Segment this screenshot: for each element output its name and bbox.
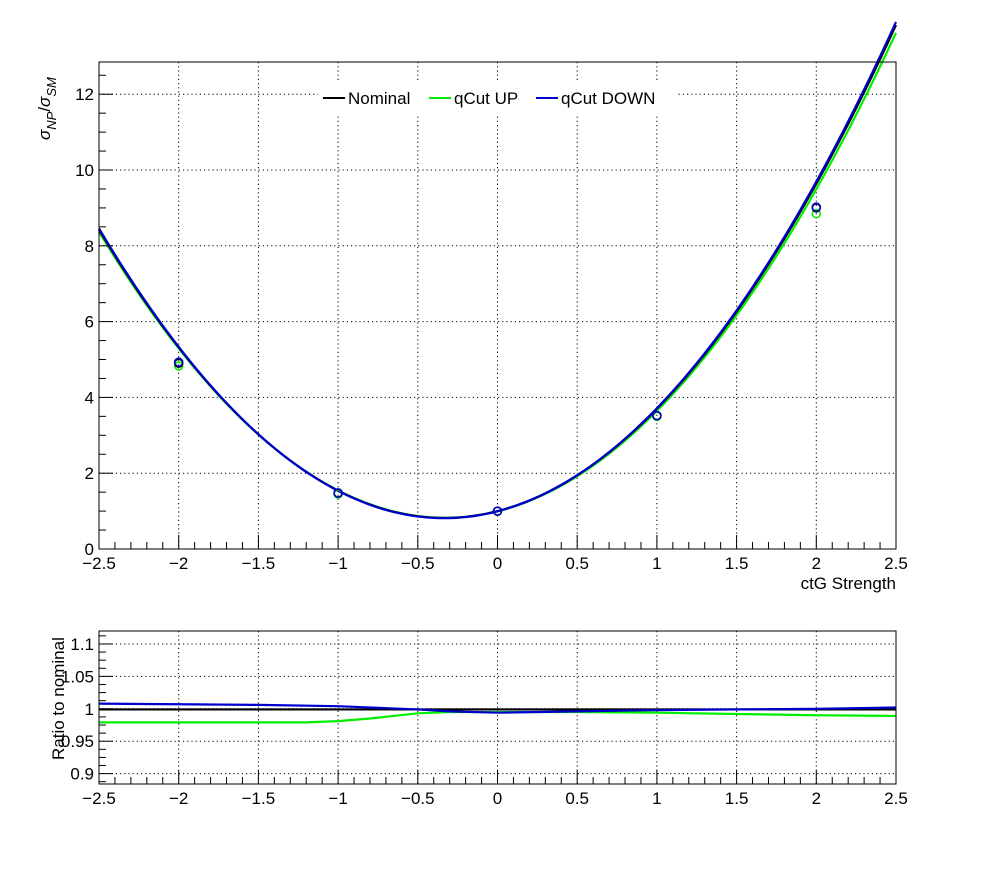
main-y-tick-label: 10	[75, 161, 94, 180]
ratio-x-tick-label: −1.5	[242, 789, 276, 808]
ratio-series	[98, 702, 897, 724]
main-panel: −2.5 −2 −1.5 −1 −0.5 0 0.5 1 1.5 2 2.5 0 2 4 6 8 10 12 ct…	[35, 21, 908, 593]
ratio-x-tick-label: 2	[812, 789, 821, 808]
main-x-tick-label: −0.5	[401, 554, 435, 573]
main-x-tick-label: 1.5	[725, 554, 749, 573]
main-x-tick-label: 2.5	[884, 554, 908, 573]
main-point-qcut-down	[652, 410, 662, 421]
main-x-tick-label: −2.5	[82, 554, 116, 573]
ratio-series-line-qcut-down	[98, 702, 897, 714]
ratio-y-tick-label: 0.9	[70, 765, 94, 784]
main-x-tick-label: −1.5	[242, 554, 276, 573]
main-x-tick-label: 0	[493, 554, 502, 573]
ratio-x-tick-label: −0.5	[401, 789, 435, 808]
ylabel-sigma-denominator: σ	[35, 96, 54, 107]
legend: Nominal qCut UP qCut DOWN	[318, 82, 678, 116]
ratio-y-tick-label: 1.05	[61, 667, 94, 686]
legend-label-qcut-down: qCut DOWN	[561, 89, 655, 108]
main-y-tick-label: 2	[85, 464, 94, 483]
ratio-axes: −2.5 −2 −1.5 −1 −0.5 0 0.5 1 1.5 2 2.5 0.9 0.95 1 1.05…	[61, 630, 908, 808]
main-x-tick-label: −2	[169, 554, 188, 573]
main-x-tick-label: −1	[328, 554, 347, 573]
ylabel-subscript-np: NP	[44, 111, 59, 129]
ratio-x-tick-label: 0	[493, 789, 502, 808]
main-point-qcut-down	[173, 357, 184, 367]
main-series-line-qcut-down	[98, 21, 898, 520]
main-y-tick-label: 0	[85, 540, 94, 559]
ratio-x-tick-label: 1	[652, 789, 661, 808]
main-point-qcut-up	[811, 208, 822, 219]
main-x-axis-title: ctG Strength	[801, 574, 896, 593]
ratio-y-axis-title: Ratio to nominal	[49, 637, 68, 760]
legend-label-nominal: Nominal	[348, 89, 410, 108]
ratio-x-tick-label: −2	[169, 789, 188, 808]
ratio-y-tick-label: 1	[85, 700, 94, 719]
main-point-qcut-down	[811, 202, 822, 212]
ratio-series-line-qcut-up	[99, 710, 897, 724]
ylabel-slash: /	[35, 107, 54, 112]
ratio-panel: −2.5 −2 −1.5 −1 −0.5 0 0.5 1 1.5 2 2.5 0.9 0.95 1 1.05…	[49, 630, 908, 808]
main-y-axis-title: σNP/σSM	[35, 77, 59, 140]
main-y-tick-label: 8	[85, 237, 94, 256]
ratio-x-tick-label: −1	[328, 789, 347, 808]
ratio-x-tick-label: 1.5	[725, 789, 749, 808]
ylabel-subscript-sm: SM	[44, 77, 59, 97]
main-x-tick-label: 1	[652, 554, 661, 573]
main-x-tick-label: 2	[812, 554, 821, 573]
main-y-tick-label: 4	[85, 388, 94, 407]
main-axes: −2.5 −2 −1.5 −1 −0.5 0 0.5 1 1.5 2 2.5 0 2 4 6 8 10 12	[75, 61, 908, 573]
ratio-x-tick-label: 0.5	[565, 789, 589, 808]
legend-background	[318, 82, 678, 116]
legend-label-qcut-up: qCut UP	[454, 89, 518, 108]
main-point-qcut-down	[492, 506, 503, 516]
main-y-tick-label: 12	[75, 85, 94, 104]
ratio-x-tick-label: −2.5	[82, 789, 116, 808]
ratio-y-tick-label: 1.1	[70, 635, 94, 654]
ylabel-sigma-numerator: σ	[35, 129, 54, 140]
main-point-qcut-up	[173, 361, 184, 371]
main-series	[98, 21, 898, 520]
main-markers	[173, 202, 822, 516]
main-x-tick-label: 0.5	[565, 554, 589, 573]
main-grid	[99, 62, 896, 549]
ratio-x-tick-label: 2.5	[884, 789, 908, 808]
ratio-y-tick-label: 0.95	[61, 732, 94, 751]
main-y-tick-label: 6	[85, 313, 94, 332]
main-point-qcut-down	[333, 488, 343, 498]
